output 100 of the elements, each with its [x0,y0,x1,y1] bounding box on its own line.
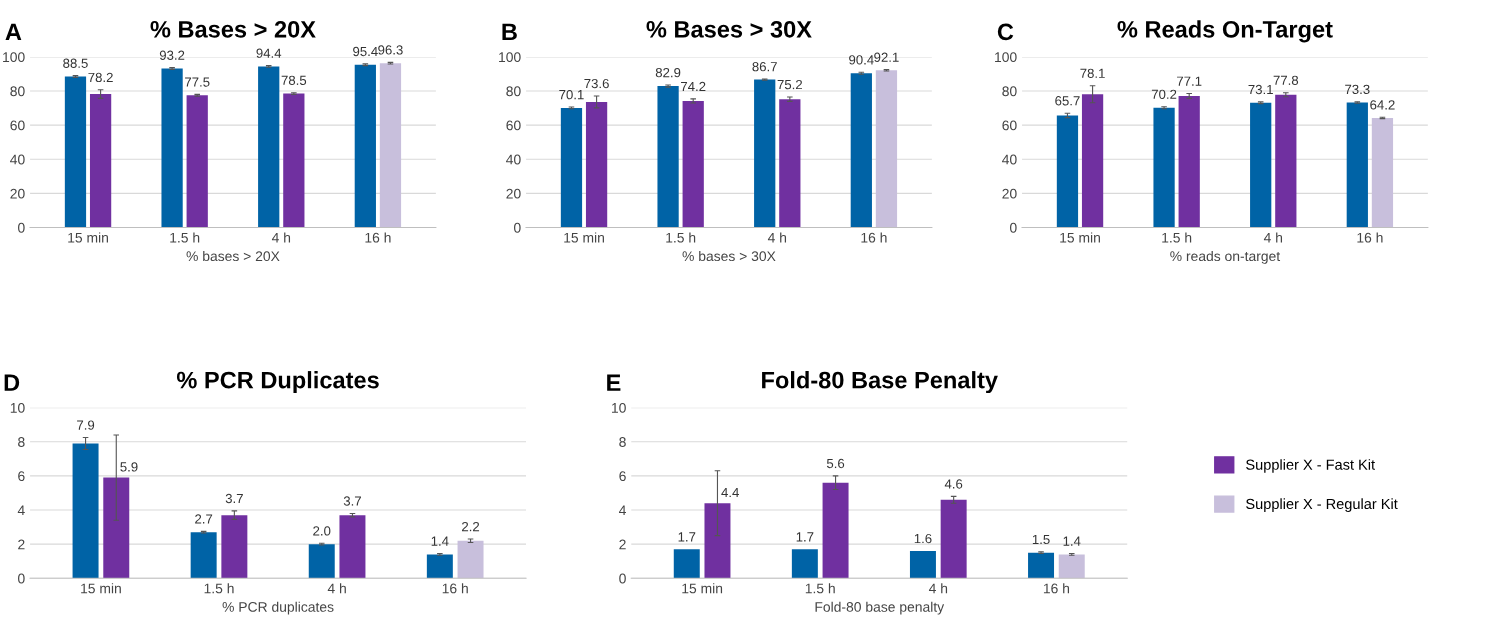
x-tick-label: 15 min [1060,232,1100,243]
bar [940,499,967,579]
text: A [5,23,22,41]
data-label: 3.7 [343,496,361,506]
data-label: 64.2 [1370,100,1395,110]
bar [1153,107,1175,228]
bar [754,79,776,228]
chart-title: % Reads On-Target [1117,20,1333,43]
bar [457,540,484,579]
x-tick-label: 15 min [564,232,604,243]
bar [657,86,679,228]
data-label: 7.9 [77,420,95,430]
data-label: 5.6 [826,458,845,469]
bar [1275,94,1297,228]
y-tick-label: 20 [506,188,521,199]
data-label: 70.2 [1151,89,1177,99]
data-label: 78.5 [281,75,307,85]
text: E [607,374,621,391]
x-tick-label: 15 min [68,232,108,243]
x-tick-label: 16 h [442,583,468,594]
bar [850,73,872,228]
bar [560,107,583,228]
bar [283,93,305,228]
y-tick-label: 60 [1002,120,1017,131]
data-label: 88.5 [63,58,88,68]
legend-label: Supplier X - Regular Kit [1246,498,1398,512]
y-tick-label: 10 [10,402,25,413]
x-axis-title: % reads on-target [1170,250,1281,264]
y-tick-label: 0 [1010,222,1017,233]
data-label: 4.4 [721,487,739,498]
data-label: 92.1 [874,52,899,62]
x-axis-title: % PCR duplicates [222,601,334,615]
data-label: 86.7 [752,61,777,72]
y-tick-label: 40 [506,154,521,165]
text: D [4,374,20,391]
data-label: 77.8 [1273,75,1299,85]
legend-label: Supplier X - Fast Kit [1246,459,1375,473]
data-label: 1.7 [678,532,696,542]
bar [426,554,453,579]
data-label: 96.3 [378,45,403,55]
bar [1028,552,1055,579]
bar [822,482,849,579]
data-label: 1.6 [914,533,932,544]
data-label: 1.4 [1063,536,1081,546]
y-tick-label: 80 [1002,86,1017,97]
x-tick-label: 4 h [327,583,346,594]
bar [875,70,898,228]
y-tick-label: 60 [506,120,521,131]
x-axis-title: Fold-80 base penalty [815,601,945,615]
y-tick-label: 6 [18,471,25,482]
y-tick-label: 20 [1002,188,1017,199]
bar [1058,554,1085,579]
data-label: 1.7 [796,532,814,542]
y-tick-label: 8 [619,437,626,447]
y-tick-label: 100 [3,52,25,63]
bar [103,477,130,579]
data-label: 1.4 [431,536,449,546]
x-tick-label: 15 min [682,583,723,594]
data-label: 2.0 [313,526,331,536]
y-tick-label: 100 [499,52,521,63]
y-tick-label: 80 [506,86,521,97]
x-axis-title: % bases > 20X [186,250,280,262]
y-tick-label: 2 [18,539,25,550]
y-tick-label: 4 [618,505,626,516]
x-tick-label: 1.5 h [666,232,696,243]
y-tick-label: 10 [612,402,626,413]
bar [1056,115,1079,228]
data-label: 95.4 [353,46,378,57]
x-tick-label: 4 h [928,583,948,594]
text: B [502,23,517,41]
data-label: 77.5 [185,77,210,87]
x-tick-label: 15 min [81,583,121,594]
y-tick-label: 8 [18,437,25,447]
x-tick-label: 16 h [365,232,391,243]
bar [1250,102,1272,228]
bar [72,443,99,579]
bar [308,544,335,579]
bar [1371,117,1394,228]
bar [1178,95,1200,228]
data-label: 73.3 [1345,84,1370,95]
bar [791,549,818,579]
data-label: 74.2 [681,81,706,91]
x-axis-title: % bases > 30X [682,250,776,262]
x-tick-label: 4 h [767,232,787,243]
x-tick-label: 1.5 h [204,583,234,594]
chart-title: % Bases > 30X [646,20,812,38]
data-label: 5.9 [120,462,138,472]
x-tick-label: 16 h [1043,583,1070,594]
y-tick-label: 0 [18,222,25,233]
bar [704,503,731,579]
y-tick-label: 40 [1002,154,1017,165]
data-label: 3.7 [225,493,243,504]
data-label: 2.7 [195,514,213,524]
data-label: 78.1 [1080,68,1105,78]
bar [585,101,608,228]
y-tick-label: 100 [995,52,1017,63]
bar [379,63,402,228]
data-label: 78.2 [88,72,113,83]
data-label: 65.7 [1055,96,1080,106]
bar [1081,94,1104,228]
